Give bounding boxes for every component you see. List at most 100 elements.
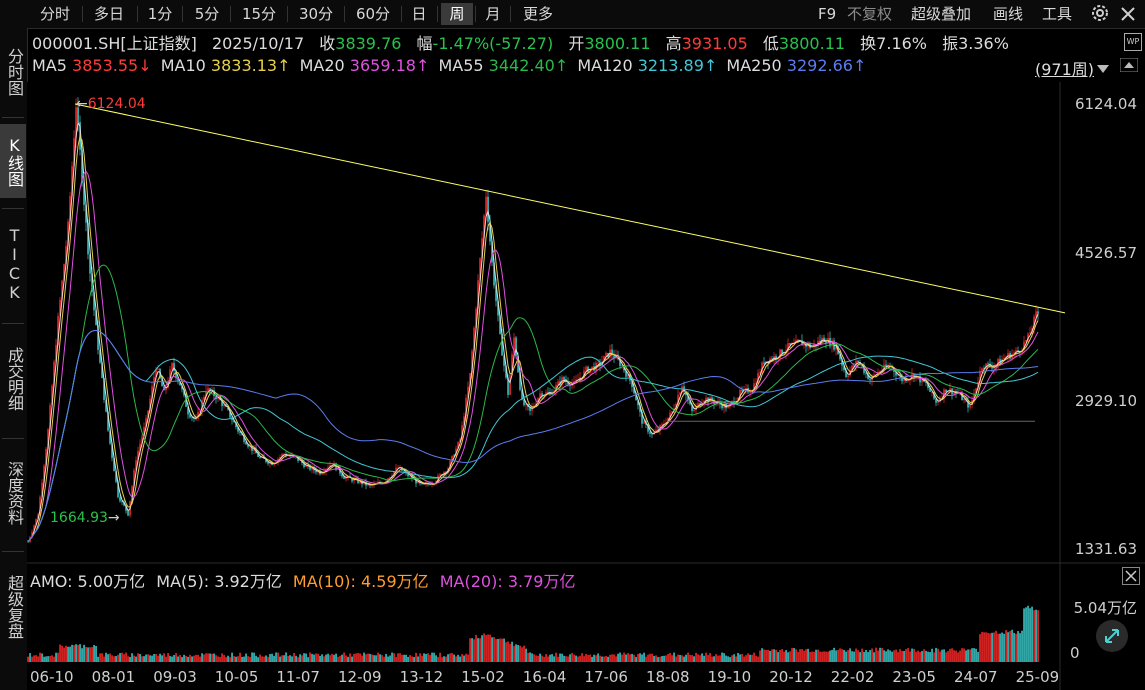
- candle-body: [389, 477, 391, 479]
- volume-bar: [571, 652, 573, 662]
- adjust-select[interactable]: 不复权: [847, 5, 893, 23]
- candle-body: [1027, 333, 1029, 341]
- overlay-button[interactable]: 超级叠加: [911, 5, 972, 23]
- candle-body: [685, 391, 687, 396]
- candle-body: [533, 405, 535, 408]
- x-tick: 09-03: [153, 668, 197, 686]
- volume-bar: [637, 653, 639, 662]
- tab-9[interactable]: 月: [485, 5, 501, 23]
- candle-body: [745, 388, 747, 389]
- candle-body: [277, 458, 279, 462]
- sidebar-item-timeshare[interactable]: 分时图: [5, 48, 24, 96]
- volume-bar: [329, 655, 331, 662]
- candle-body: [407, 472, 409, 476]
- volume-bar: [657, 657, 659, 662]
- volume-bar: [925, 650, 927, 662]
- candle-body: [283, 453, 285, 455]
- x-tick: 25-09: [1015, 668, 1060, 686]
- volume-bar: [893, 650, 895, 662]
- tab-4[interactable]: 15分: [241, 5, 277, 23]
- candle-body: [371, 485, 373, 486]
- candle-body: [329, 464, 331, 468]
- tab-7[interactable]: 日: [411, 5, 427, 23]
- candle-body: [87, 222, 89, 255]
- wp-icon[interactable]: WP: [1124, 33, 1142, 51]
- candle-body: [253, 448, 255, 451]
- candle-body: [327, 467, 329, 469]
- draw-button[interactable]: 画线: [993, 5, 1024, 23]
- chevron-up-icon[interactable]: [1119, 57, 1139, 76]
- volume-bar: [139, 654, 141, 662]
- volume-bar: [193, 655, 195, 662]
- tab-5[interactable]: 30分: [298, 5, 334, 23]
- volume-bar: [899, 649, 901, 662]
- volume-bar: [425, 654, 427, 662]
- candle-body: [755, 383, 757, 384]
- volume-bar: [941, 649, 943, 662]
- tab-8[interactable]: 周: [441, 3, 473, 25]
- volume-bar: [203, 654, 205, 662]
- volume-bar: [375, 655, 377, 662]
- f9-button[interactable]: F9: [818, 5, 837, 23]
- tab-1[interactable]: 多日: [93, 5, 124, 23]
- chevron-down-icon[interactable]: [1096, 60, 1110, 78]
- tab-0[interactable]: 分时: [39, 5, 70, 23]
- candle-body: [489, 221, 491, 242]
- candle-body: [203, 396, 205, 401]
- volume-bar: [567, 656, 569, 662]
- sidebar-item-profile[interactable]: 深度资料: [5, 461, 24, 525]
- candle-body: [509, 374, 511, 395]
- x-tick: 24-07: [954, 668, 998, 686]
- candle-body: [179, 381, 181, 386]
- volume-bar: [335, 653, 337, 662]
- sidebar-item-replay[interactable]: 超级复盘: [5, 575, 24, 639]
- volume-bar: [171, 656, 173, 662]
- volume-bar: [369, 653, 371, 662]
- close-icon[interactable]: [1119, 5, 1137, 27]
- close-icon[interactable]: [1122, 567, 1140, 589]
- sidebar-item-kline[interactable]: K线图: [0, 124, 26, 198]
- volume-bar: [521, 647, 523, 662]
- volume-bar: [773, 649, 775, 662]
- volume-bar: [855, 648, 857, 662]
- tools-button[interactable]: 工具: [1042, 5, 1073, 23]
- volume-bar: [725, 655, 727, 662]
- volume-bar: [491, 637, 493, 662]
- tab-2[interactable]: 1分: [147, 5, 173, 23]
- candle-body: [667, 417, 669, 423]
- tab-6[interactable]: 60分: [355, 5, 391, 23]
- candle-body: [267, 461, 269, 464]
- volume-bar: [803, 650, 805, 662]
- gear-icon[interactable]: [1089, 2, 1111, 24]
- candle-body: [495, 285, 497, 302]
- candle-body: [883, 364, 885, 371]
- candle-body: [343, 476, 345, 479]
- tab-10[interactable]: 更多: [522, 5, 553, 23]
- candle-body: [845, 369, 847, 377]
- candle-body: [913, 374, 915, 379]
- volume-bar: [499, 638, 501, 662]
- period-count[interactable]: (971周): [1035, 60, 1095, 79]
- volume-bar: [705, 652, 707, 662]
- volume-bar: [711, 656, 713, 662]
- candle-body: [363, 481, 365, 485]
- volume-bar: [763, 649, 765, 662]
- volume-bar: [1027, 605, 1029, 662]
- candle-body: [835, 345, 837, 350]
- candle-body: [81, 149, 83, 184]
- sidebar-item-trades[interactable]: 成交明细: [5, 347, 24, 411]
- candle-body: [543, 395, 545, 397]
- sidebar-item-tick[interactable]: TICK: [5, 226, 24, 302]
- volume-bar: [459, 656, 461, 662]
- expand-icon[interactable]: [1096, 620, 1128, 652]
- volume-bar: [891, 651, 893, 662]
- kline-chart[interactable]: [27, 82, 1145, 690]
- volume-bar: [561, 653, 563, 662]
- tab-3[interactable]: 5分: [194, 5, 220, 23]
- x-tick: 20-12: [769, 668, 813, 686]
- trend-line[interactable]: [74, 103, 1066, 314]
- candle-body: [69, 196, 71, 222]
- volume-bar: [807, 648, 809, 662]
- volume-bar: [519, 645, 521, 662]
- volume-bar: [543, 656, 545, 662]
